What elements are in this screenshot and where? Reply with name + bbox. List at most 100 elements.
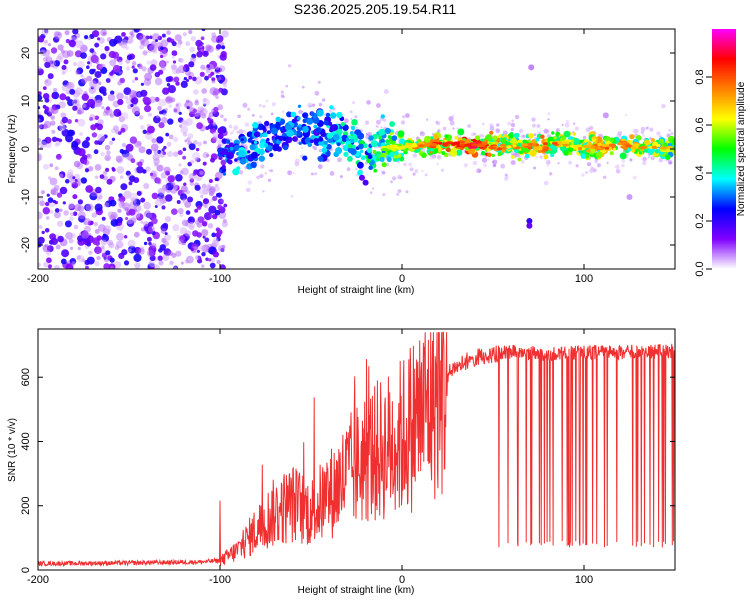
spectrogram-noise-dot [86, 153, 91, 158]
spectrogram-ridge-dot [336, 128, 343, 136]
spectrogram-scatter-dot [492, 163, 496, 168]
spectrogram-noise-dot [214, 177, 219, 182]
spectrogram-ridge-core [586, 149, 591, 153]
spectrogram-noise-dot [97, 81, 102, 86]
spectrogram-noise-dot [143, 241, 148, 246]
spectrogram-noise-dot [104, 144, 111, 151]
spectrogram-noise-dot [64, 30, 70, 36]
spectrogram-scatter-dot [589, 168, 594, 174]
spectrogram-scatter-dot [535, 156, 538, 159]
spectrogram-noise-dot [69, 178, 76, 185]
spectrogram-noise-dot [94, 140, 99, 145]
spectrogram-ridge-dot [614, 138, 619, 143]
spectrogram-feature-dot [602, 112, 609, 119]
spectrogram-scatter-dot [383, 118, 387, 122]
spectrogram-noise-dot [208, 179, 213, 183]
spectrogram-noise-dot [87, 166, 94, 172]
spectrogram-noise-dot [120, 127, 126, 133]
spectrogram-noise-dot [176, 234, 181, 239]
spectrogram-noise-dot [211, 79, 216, 84]
spectrogram-scatter-dot [522, 134, 526, 138]
spectrogram-scatter-dot [543, 180, 549, 186]
spectrogram-noise-dot [149, 261, 156, 268]
spectrogram-ridge-dot [326, 144, 332, 150]
spectrogram-noise-dot [190, 36, 196, 42]
spectrogram-noise-dot [72, 211, 78, 216]
spectrogram-scatter-dot [585, 127, 591, 132]
spectrogram-ridge-dot [360, 149, 364, 153]
spectrogram-noise-dot [50, 120, 56, 126]
spectrogram-scatter-dot [383, 89, 389, 95]
spectrogram-noise-dot [217, 144, 222, 149]
spectrogram-ridge-core [543, 146, 548, 150]
spectrogram-ridge-core [577, 146, 583, 151]
spectrogram-scatter-dot [597, 163, 601, 168]
spectrogram-ridge-dot [362, 143, 368, 149]
spectrogram-scatter-dot [236, 159, 241, 164]
spectrogram-noise-dot [193, 140, 198, 145]
spectrogram-scatter-dot [436, 155, 442, 160]
spectrogram-noise-dot [139, 44, 145, 50]
snr-x-tick-label: 100 [575, 574, 593, 586]
spectrogram-ridge-dot [343, 151, 349, 157]
spectrogram-noise-dot [143, 183, 150, 189]
spectrogram-scatter-dot [300, 110, 304, 113]
spectrogram-noise-dot [140, 197, 146, 203]
spectrogram-noise-dot [221, 45, 226, 50]
spectrogram-noise-dot [162, 254, 170, 261]
spectrogram-noise-dot [43, 93, 50, 100]
spectrogram-ridge-dot [247, 150, 251, 154]
spectrogram-noise-dot [146, 60, 152, 65]
snr-ticks: -200 -100 0 100 0 200 400 600 [20, 329, 675, 586]
spectrogram-ridge-core [488, 146, 497, 150]
spectrogram-noise-dot [210, 157, 215, 163]
spectrogram-noise-dot [151, 33, 160, 42]
spectrogram-noise-dot [38, 91, 42, 96]
spectrogram-noise-dot [167, 175, 175, 183]
spectrogram-noise-dot [199, 170, 204, 176]
spectrogram-scatter-dot [244, 122, 250, 127]
spectrogram-ridge-dot [298, 141, 302, 145]
spectrogram-noise-dot [151, 138, 157, 144]
spectrogram-scatter-dot [232, 129, 235, 133]
spectrogram-scatter-dot [511, 119, 514, 123]
spectrogram-scatter-dot [518, 128, 524, 133]
spectrogram-ridge-dot [249, 144, 256, 151]
spectrogram-noise-dot [183, 76, 187, 81]
spectrogram-ridge-dot [456, 149, 463, 156]
spectrogram-ridge-dot [397, 153, 402, 158]
spectrogram-noise-dot [116, 232, 124, 241]
spectrogram-noise-dot [43, 163, 49, 170]
spectrogram-noise-dot [208, 258, 212, 262]
spectrogram-noise-dot [38, 236, 45, 244]
spectrogram-noise-dot [190, 247, 194, 252]
spectrogram-noise-dot [115, 155, 123, 163]
spectrogram-noise-dot [147, 112, 153, 117]
spectrogram-noise-dot [133, 253, 142, 262]
spectrogram-noise-dot [129, 31, 134, 36]
spectrogram-scatter-dot [375, 125, 378, 128]
spectrogram-noise-dot [87, 61, 91, 65]
spectrogram-scatter-dot [467, 124, 471, 128]
spectrogram-ridge-dot [572, 132, 577, 136]
spectrogram-scatter-dot [262, 105, 266, 108]
spectrogram-noise-dot [127, 248, 132, 253]
spectrogram-noise-dot [184, 230, 192, 237]
spectrogram-ridge-dot [357, 132, 365, 140]
spectrogram-ridge-dot [270, 127, 278, 135]
spectrogram-noise-dot [200, 64, 206, 70]
spectrogram-noise-dot [38, 94, 43, 101]
spectrogram-scatter-dot [424, 173, 428, 177]
spectrogram-noise-dot [215, 65, 220, 70]
spectrogram-noise-dot [123, 260, 130, 266]
spectrogram-scatter-dot [507, 121, 511, 126]
spectrogram-y-axis-label: Frequency (Hz) [7, 115, 18, 184]
spectrogram-scatter-dot [339, 175, 343, 179]
spectrogram-noise-dot [88, 86, 97, 94]
chart-title: S236.2025.205.19.54.R11 [293, 1, 457, 17]
spectrogram-noise-dot [75, 87, 83, 96]
spectrogram-ridge-dot [321, 147, 328, 153]
spectrogram-scatter-dot [510, 151, 516, 157]
spectrogram-noise-dot [172, 151, 179, 157]
spectrogram-scatter-dot [270, 112, 274, 116]
